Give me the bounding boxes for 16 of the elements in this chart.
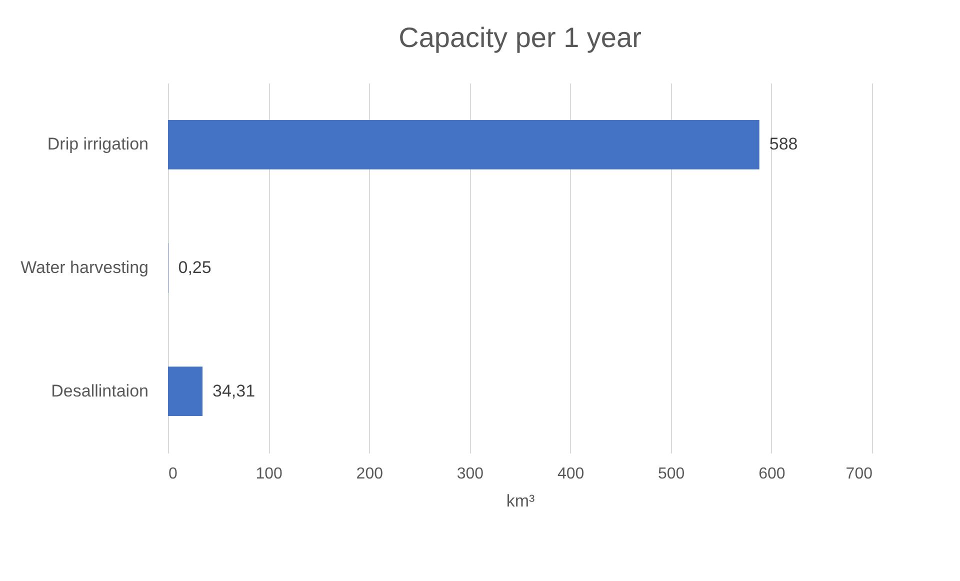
- x-tick-label: 700: [846, 466, 873, 482]
- chart-title: Capacity per 1 year: [398, 22, 642, 53]
- x-tick-label: 400: [557, 466, 584, 482]
- x-tick-label: 0: [168, 466, 178, 482]
- y-tick-label: Desallintaion: [51, 381, 148, 400]
- x-axis-title: km³: [506, 492, 535, 510]
- data-label: 0,25: [178, 258, 212, 277]
- data-label: 588: [769, 134, 798, 154]
- x-tick-label: 600: [758, 466, 786, 482]
- x-tick-label: 300: [456, 466, 484, 482]
- y-tick-label: Water harvesting: [20, 258, 148, 277]
- x-tick-label: 200: [356, 466, 384, 482]
- x-tick-label: 100: [256, 466, 283, 482]
- data-label: 34,31: [212, 381, 256, 400]
- y-tick-label: Drip irrigation: [47, 134, 148, 154]
- x-tick-label: 500: [658, 466, 685, 482]
